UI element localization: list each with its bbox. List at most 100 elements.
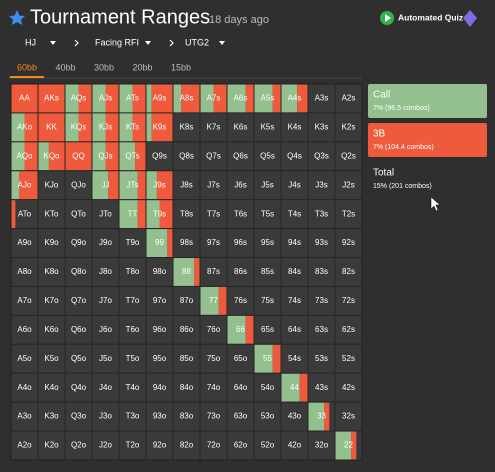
cell[interactable]: [199, 199, 228, 230]
cell[interactable]: [64, 401, 93, 432]
legend-box[interactable]: [368, 123, 487, 157]
cell[interactable]: [37, 372, 66, 403]
raise-fill: [11, 84, 38, 113]
cell[interactable]: [253, 372, 282, 403]
hand-label: K8s: [180, 122, 194, 131]
cell[interactable]: [37, 401, 66, 432]
cell[interactable]: [307, 228, 336, 259]
cell[interactable]: [91, 257, 120, 287]
cell[interactable]: [226, 112, 255, 143]
cell[interactable]: [253, 141, 282, 172]
cell[interactable]: [91, 314, 120, 345]
cell[interactable]: [226, 372, 255, 403]
cell[interactable]: [91, 343, 120, 374]
cell[interactable]: [118, 372, 147, 403]
breadcrumb-item[interactable]: HJ: [25, 37, 36, 47]
tab[interactable]: 30bb: [94, 62, 114, 72]
hand-label: J8s: [180, 180, 192, 189]
cell[interactable]: [226, 257, 255, 287]
cell[interactable]: [37, 430, 66, 461]
hand-label: A7o: [17, 296, 32, 305]
cell[interactable]: [172, 141, 201, 172]
tab[interactable]: 40bb: [55, 62, 75, 72]
cell[interactable]: [280, 141, 309, 172]
star-icon[interactable]: [9, 10, 25, 25]
hand-label: TT: [128, 209, 138, 218]
cell[interactable]: [226, 343, 255, 374]
cell[interactable]: [334, 170, 363, 201]
legend-box[interactable]: [368, 84, 487, 118]
tab[interactable]: 20bb: [132, 62, 152, 72]
cell[interactable]: [91, 285, 120, 316]
cell[interactable]: [172, 170, 201, 201]
cell[interactable]: [280, 343, 309, 374]
quiz-button[interactable]: Automated Quiz: [398, 12, 463, 22]
cell[interactable]: [199, 141, 228, 172]
hand-label: A9o: [17, 238, 32, 247]
cell[interactable]: [118, 401, 147, 432]
cell[interactable]: [145, 343, 174, 374]
call-fill: [119, 113, 133, 142]
cell[interactable]: [226, 401, 255, 432]
cell[interactable]: [199, 314, 228, 345]
hand-label: T3o: [126, 412, 140, 421]
cell[interactable]: [172, 112, 201, 143]
dropdown-caret[interactable]: [219, 41, 225, 45]
hand-label: A6o: [17, 325, 32, 334]
cell[interactable]: [280, 257, 309, 287]
cell[interactable]: [64, 285, 93, 316]
cell[interactable]: [253, 430, 282, 461]
cell[interactable]: [145, 314, 174, 345]
cell[interactable]: [307, 285, 336, 316]
dropdown-caret[interactable]: [50, 41, 56, 45]
hand-label: 42o: [288, 441, 302, 450]
cell[interactable]: [37, 314, 66, 345]
cell[interactable]: [253, 170, 282, 201]
cell[interactable]: [37, 170, 66, 201]
cell[interactable]: [199, 372, 228, 403]
cell[interactable]: [64, 372, 93, 403]
cell[interactable]: [118, 314, 147, 345]
cell[interactable]: [172, 343, 201, 374]
hand-label: 62s: [342, 325, 355, 334]
cell[interactable]: [226, 430, 255, 461]
cell[interactable]: [64, 170, 93, 201]
hand-label: Q9o: [71, 238, 87, 247]
raise-fill: [105, 113, 119, 142]
cell[interactable]: [64, 343, 93, 374]
cell[interactable]: [307, 141, 336, 172]
cell[interactable]: [253, 285, 282, 316]
breadcrumb-item[interactable]: Facing RFI: [95, 37, 139, 47]
cell[interactable]: [307, 430, 336, 461]
hand-label: 75s: [261, 296, 274, 305]
cell[interactable]: [91, 199, 120, 230]
cell[interactable]: [64, 199, 93, 230]
cell[interactable]: [307, 343, 336, 374]
cell[interactable]: [64, 430, 93, 461]
hand-label: T7s: [207, 209, 220, 218]
tab[interactable]: 15bb: [171, 62, 191, 72]
cell[interactable]: [334, 257, 363, 287]
cell[interactable]: [145, 372, 174, 403]
hand-label: 86s: [234, 267, 247, 276]
dropdown-caret[interactable]: [145, 41, 151, 45]
cell[interactable]: [199, 430, 228, 461]
cell[interactable]: [253, 228, 282, 259]
cell[interactable]: [91, 228, 120, 259]
cell[interactable]: [334, 314, 363, 345]
cell[interactable]: [145, 401, 174, 432]
cell[interactable]: [280, 112, 309, 143]
cell[interactable]: [334, 343, 363, 374]
cell[interactable]: [280, 314, 309, 345]
raise-fill: [181, 84, 200, 113]
call-fill: [335, 431, 352, 460]
cell[interactable]: [307, 170, 336, 201]
cell[interactable]: [199, 170, 228, 201]
tab[interactable]: 60bb: [17, 62, 37, 72]
cell[interactable]: [334, 401, 363, 432]
cell[interactable]: [253, 112, 282, 143]
hand-label: 65s: [261, 325, 274, 334]
breadcrumb-item[interactable]: UTG2: [185, 37, 209, 47]
cell[interactable]: [172, 314, 201, 345]
call-fill: [146, 229, 168, 258]
